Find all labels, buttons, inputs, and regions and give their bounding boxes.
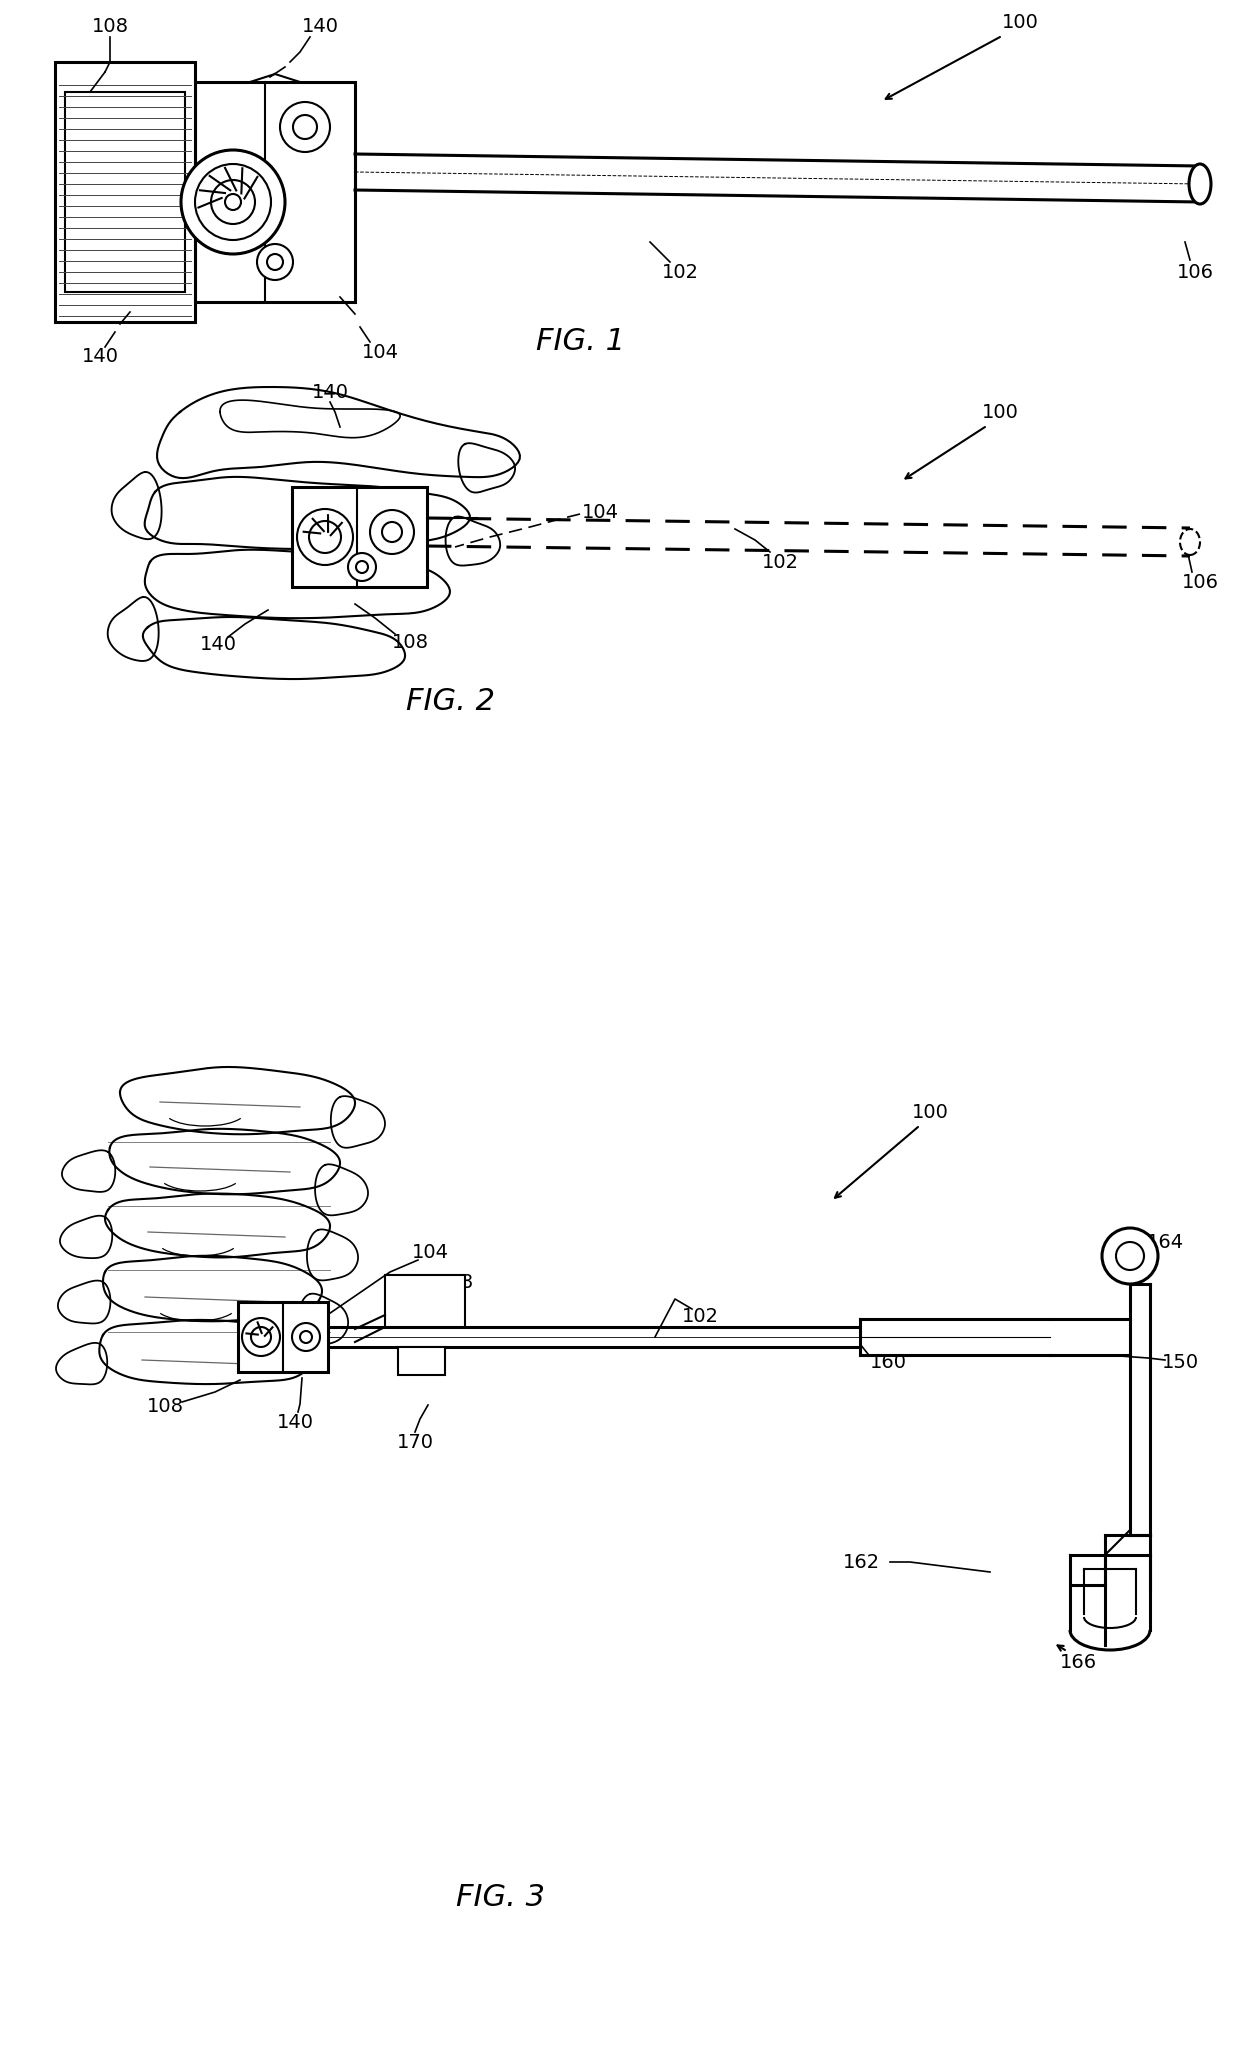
Circle shape (298, 510, 353, 566)
Text: 164: 164 (1147, 1233, 1183, 1251)
Ellipse shape (1189, 164, 1211, 203)
Circle shape (291, 1324, 320, 1351)
Circle shape (370, 510, 414, 553)
Text: 100: 100 (1002, 12, 1038, 31)
Text: 104: 104 (362, 342, 398, 361)
Text: 140: 140 (301, 17, 339, 37)
Text: 140: 140 (311, 383, 348, 402)
Circle shape (280, 102, 330, 151)
Text: 106: 106 (1177, 263, 1214, 282)
Text: 108: 108 (392, 632, 429, 651)
Text: 100: 100 (982, 402, 1018, 421)
Circle shape (181, 149, 285, 255)
Text: 170: 170 (397, 1432, 434, 1452)
Text: 100: 100 (911, 1102, 949, 1121)
Text: 140: 140 (82, 348, 119, 367)
Polygon shape (398, 1347, 445, 1376)
Text: 102: 102 (661, 263, 698, 282)
Text: 160: 160 (870, 1353, 906, 1372)
Text: 108: 108 (92, 17, 129, 37)
Text: 140: 140 (277, 1413, 314, 1432)
Circle shape (257, 244, 293, 280)
Text: 104: 104 (582, 503, 619, 522)
Text: 102: 102 (761, 553, 799, 572)
Text: 168: 168 (436, 1272, 474, 1291)
Circle shape (348, 553, 376, 580)
Text: 166: 166 (1060, 1653, 1097, 1672)
Text: 162: 162 (843, 1552, 880, 1571)
Text: 150: 150 (1162, 1353, 1199, 1372)
Text: 104: 104 (412, 1243, 449, 1262)
Polygon shape (238, 1301, 329, 1372)
Ellipse shape (1180, 528, 1200, 555)
Circle shape (1102, 1229, 1158, 1285)
Circle shape (242, 1318, 280, 1355)
Polygon shape (291, 487, 427, 586)
Text: FIG. 2: FIG. 2 (405, 688, 495, 717)
Text: FIG. 1: FIG. 1 (536, 327, 625, 356)
Text: 140: 140 (200, 634, 237, 653)
Text: 106: 106 (1182, 572, 1219, 591)
Text: FIG. 3: FIG. 3 (455, 1883, 544, 1912)
Text: 108: 108 (146, 1397, 184, 1417)
Polygon shape (384, 1274, 465, 1326)
Text: 102: 102 (682, 1307, 718, 1326)
